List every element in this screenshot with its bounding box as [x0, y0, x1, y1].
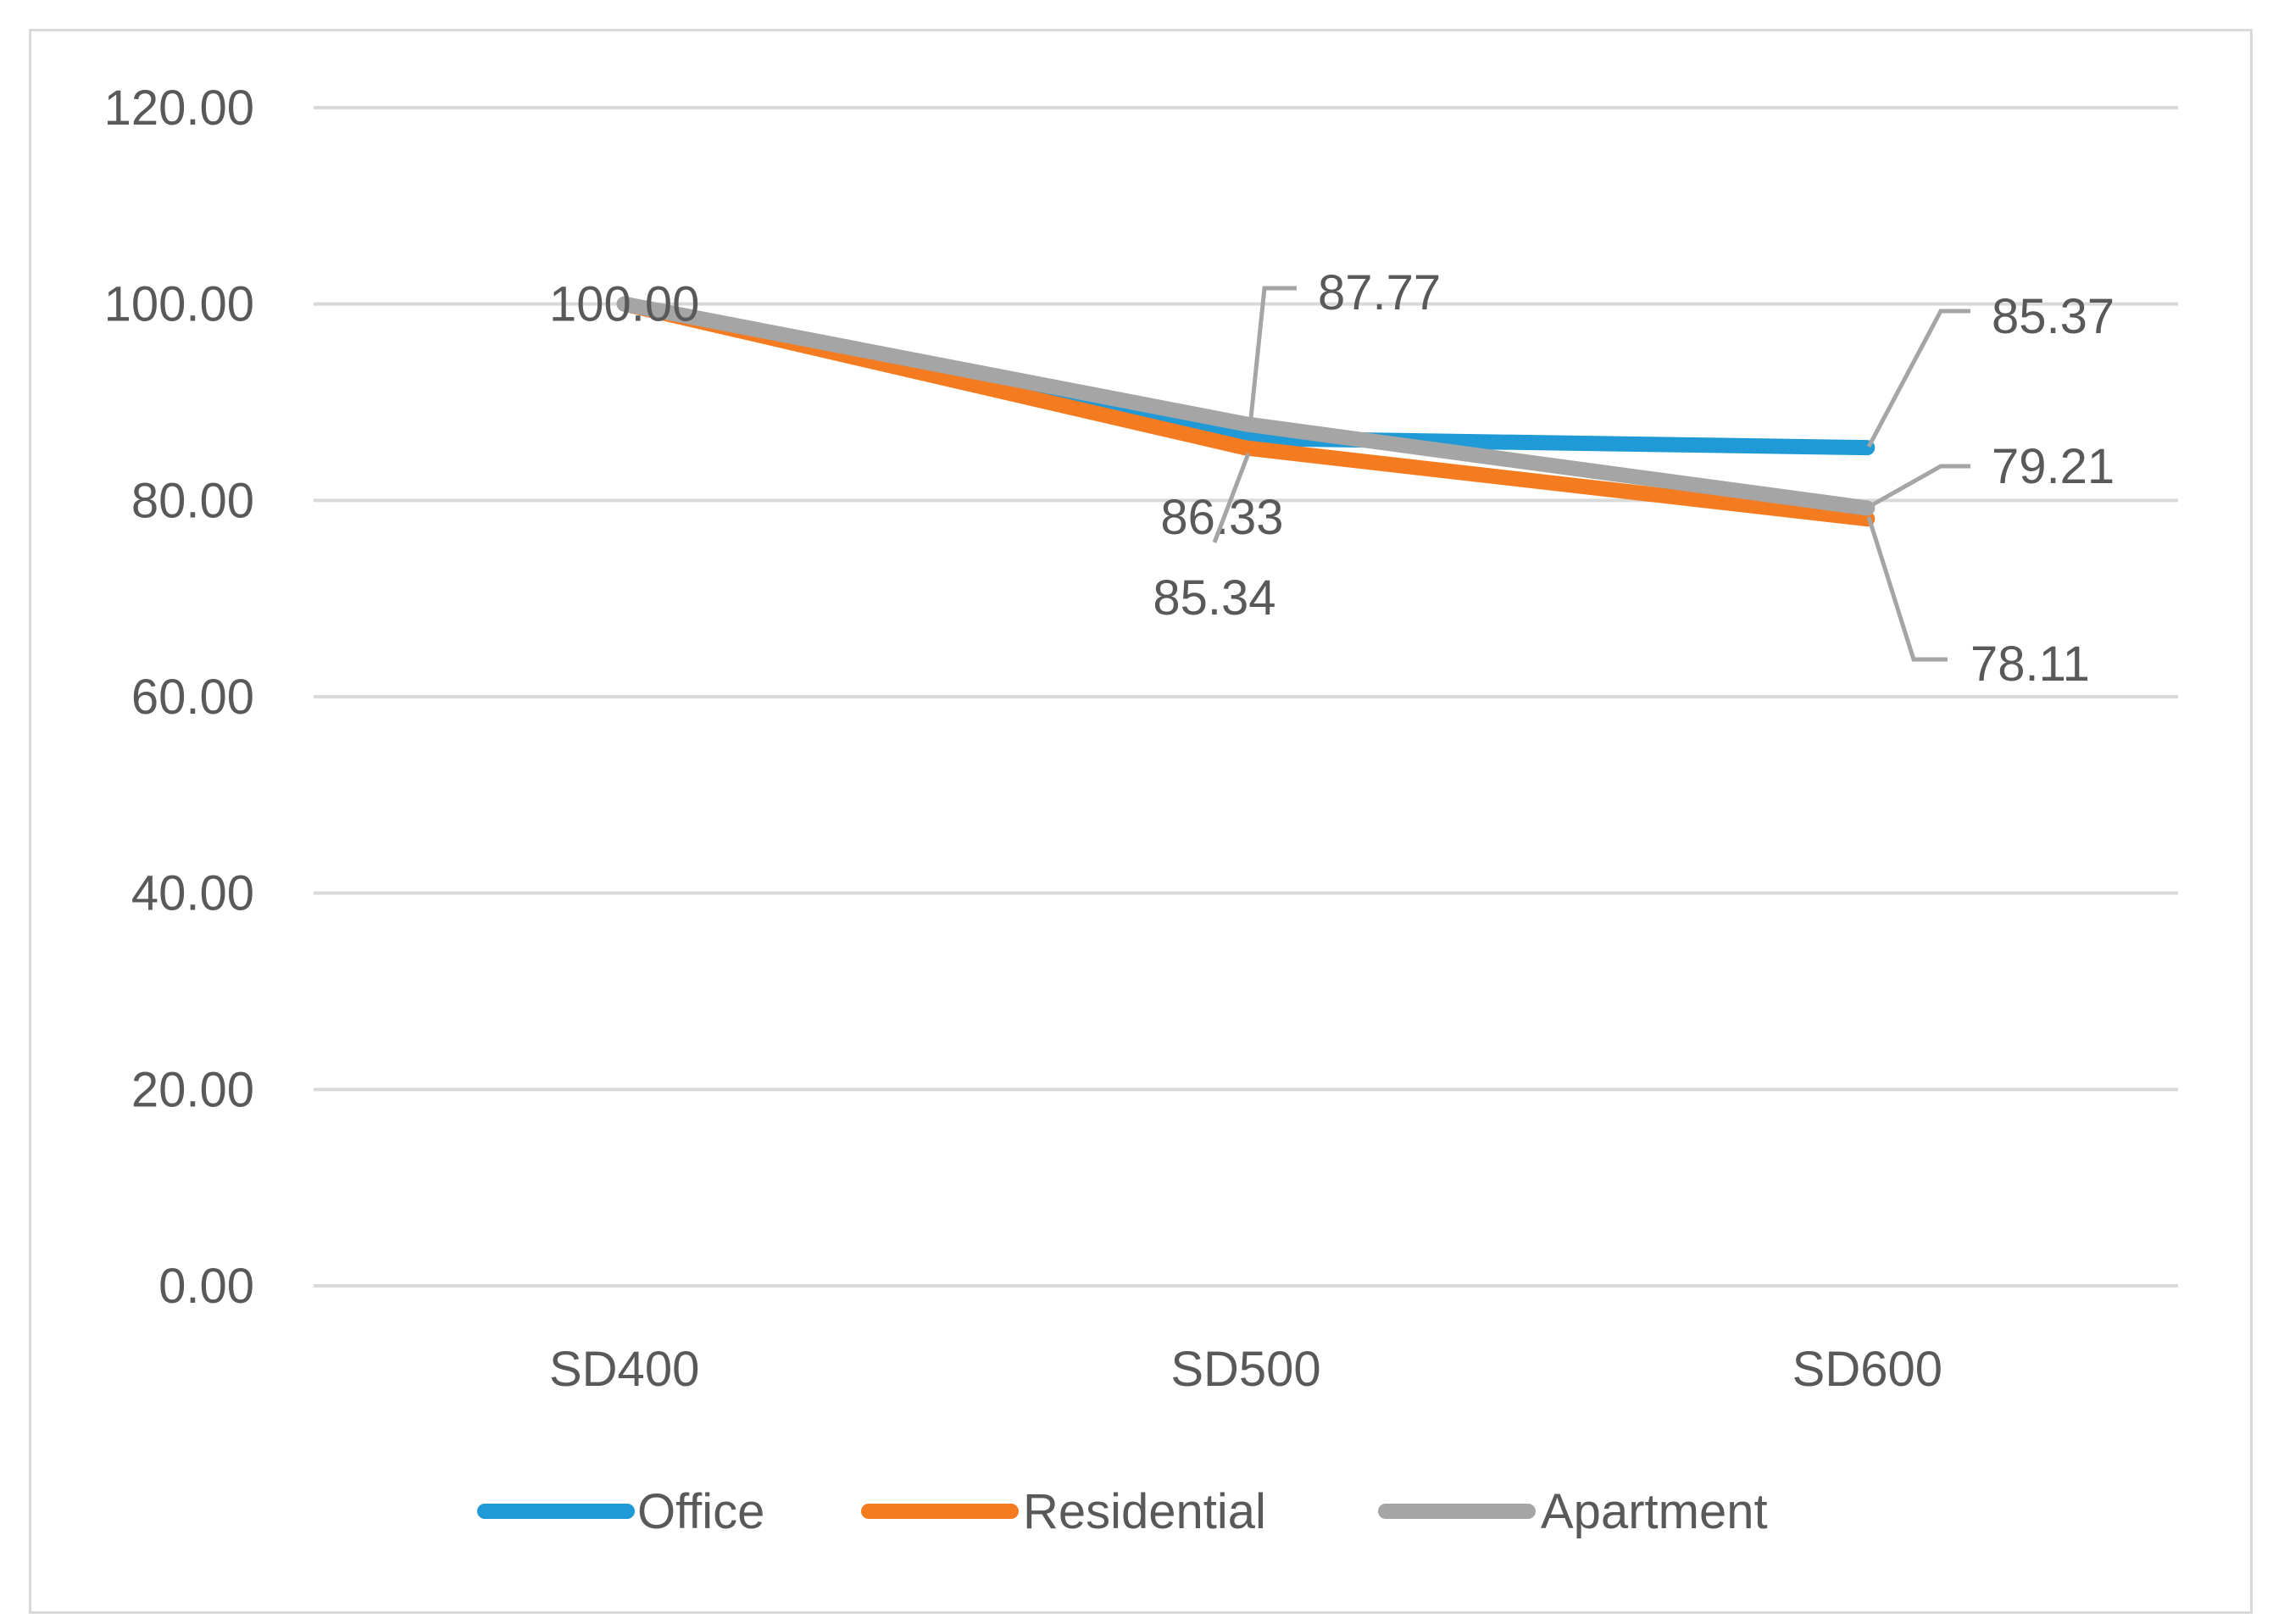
y-tick-label: 60.00 — [131, 670, 254, 725]
x-tick-label: SD500 — [1170, 1342, 1320, 1397]
data-label: 87.77 — [1318, 265, 1441, 320]
y-tick-label: 80.00 — [131, 473, 254, 528]
data-label: 100.00 — [549, 277, 699, 332]
x-tick-label: SD400 — [549, 1342, 699, 1397]
y-tick-label: 40.00 — [131, 866, 254, 921]
series-line-residential — [616, 296, 1876, 527]
y-tick-label: 120.00 — [104, 81, 254, 136]
data-label-leader-line — [1212, 453, 1251, 543]
data-label: 78.11 — [1970, 637, 2090, 692]
y-tick-label: 100.00 — [104, 277, 254, 332]
y-tick-label: 20.00 — [131, 1062, 254, 1117]
data-label-leader-line — [1867, 464, 1970, 509]
data-label-leader-line — [1866, 516, 1948, 662]
legend-label-apartment: Apartment — [1541, 1484, 1768, 1539]
data-label-leader-line — [1248, 286, 1297, 427]
chart-frame — [29, 29, 2253, 1614]
legend-label-office: Office — [637, 1484, 764, 1539]
y-tick-label: 0.00 — [158, 1259, 254, 1314]
data-label-leader-line — [1866, 309, 1970, 448]
series-line-apartment — [616, 296, 1876, 516]
data-label: 79.21 — [1992, 439, 2115, 494]
data-label: 85.37 — [1992, 289, 2115, 344]
data-label: 85.34 — [1153, 570, 1275, 626]
x-tick-label: SD600 — [1792, 1342, 1942, 1397]
legend-label-residential: Residential — [1023, 1484, 1266, 1539]
